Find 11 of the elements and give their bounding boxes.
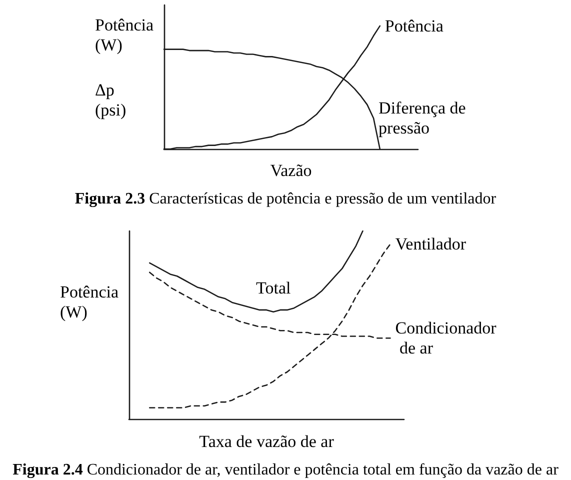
x-axis-title: Taxa de vazão de ar [199, 432, 334, 451]
text: Potência (W) Δp (psi) [95, 16, 154, 120]
series-label: Diferença de pressão [378, 98, 470, 138]
text: Figura 2.4 Condicionador de ar, ventilador e potência total em função da vazão de ar [12, 462, 560, 478]
x-axis-title: Vazão [270, 160, 312, 180]
y-axis-title: Potência (W) [60, 282, 119, 322]
series-label: Condicionador de ar [395, 318, 497, 358]
text: Figura 2.3 Características de potência e pressão de um ventilador [74, 190, 497, 208]
series-label: Ventilador [395, 234, 466, 254]
series-label: Total [256, 278, 291, 298]
series-label: Potência [384, 16, 444, 36]
